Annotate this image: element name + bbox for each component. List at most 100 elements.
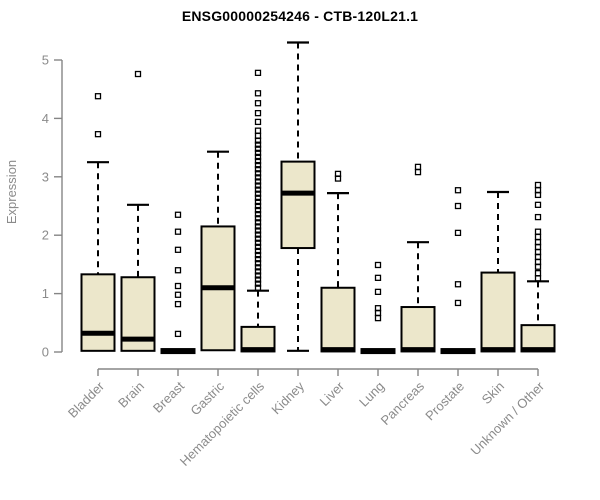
outlier-point — [454, 202, 462, 210]
outlier-point — [254, 127, 262, 134]
x-tick-label-skin: Skin — [479, 379, 507, 407]
outlier-point — [254, 182, 262, 189]
box-brain — [120, 70, 156, 352]
outlier-point — [254, 264, 262, 271]
x-tick-label-kidney: Kidney — [268, 378, 307, 417]
y-tick-label: 2 — [42, 228, 49, 243]
x-tick-label-brain: Brain — [115, 379, 147, 411]
x-tick-label-lung: Lung — [356, 379, 387, 410]
outlier-point — [454, 281, 462, 288]
outlier-point — [254, 255, 262, 263]
outlier-point — [254, 69, 262, 76]
box-hematopoietic-cells — [240, 69, 276, 353]
outlier-point — [534, 270, 542, 277]
x-tick-label-pancreas: Pancreas — [378, 378, 428, 428]
outlier-point — [254, 268, 262, 275]
box-gastric — [200, 150, 236, 352]
outlier-point — [454, 229, 462, 237]
outlier-point — [534, 201, 542, 208]
outlier-point — [174, 282, 182, 290]
y-tick-label: 5 — [42, 53, 49, 68]
outlier-point — [254, 149, 262, 157]
outlier-point — [254, 174, 262, 181]
outlier-point — [454, 299, 462, 307]
outlier-point — [254, 211, 262, 218]
outlier-point — [94, 93, 102, 100]
outlier-point — [174, 300, 182, 308]
outlier-point — [254, 186, 262, 193]
y-tick-label: 1 — [42, 286, 49, 301]
iqr-box — [480, 271, 516, 353]
outlier-point — [254, 276, 262, 283]
box-lung — [360, 261, 396, 355]
outlier-point — [254, 219, 262, 226]
y-axis: 0 1 2 3 4 5 Expression — [4, 53, 63, 360]
outlier-point — [534, 233, 542, 241]
box-prostate — [440, 187, 476, 355]
outlier-point — [254, 190, 262, 197]
outlier-point — [534, 181, 542, 189]
outlier-point — [254, 206, 262, 214]
box-unknown-other — [520, 181, 556, 353]
outlier-point — [534, 213, 542, 221]
outlier-point — [254, 272, 262, 279]
outlier-point — [254, 100, 262, 107]
iqr-box — [400, 306, 436, 353]
x-tick-label-unknown-other: Unknown / Other — [468, 378, 548, 458]
outlier-point — [94, 131, 102, 138]
outlier-point — [414, 168, 422, 176]
outlier-point — [374, 274, 382, 281]
outlier-point — [174, 291, 182, 298]
outlier-point — [174, 267, 182, 274]
outlier-point — [414, 163, 422, 171]
box-skin — [480, 190, 516, 353]
outlier-point — [374, 288, 382, 295]
outlier-point — [254, 109, 262, 117]
outlier-point — [254, 194, 262, 201]
outlier-point — [254, 161, 262, 169]
outlier-point — [254, 239, 262, 246]
y-axis-label: Expression — [4, 160, 19, 224]
outlier-point — [254, 90, 262, 97]
outlier-point — [534, 228, 542, 235]
box-bladder — [80, 93, 116, 352]
outlier-point — [254, 243, 262, 251]
x-tick-label-prostate: Prostate — [422, 379, 467, 424]
outlier-point — [374, 305, 382, 312]
outlier-point — [254, 118, 262, 126]
outlier-point — [254, 231, 262, 238]
box-pancreas — [400, 163, 436, 353]
y-tick-label: 4 — [42, 111, 49, 126]
box-kidney — [280, 41, 316, 352]
outlier-point — [454, 187, 462, 194]
outlier-point — [254, 157, 262, 165]
outlier-point — [174, 211, 182, 218]
y-tick-label: 0 — [42, 345, 49, 360]
x-tick-label-bladder: Bladder — [65, 378, 108, 421]
outlier-point — [374, 261, 382, 269]
outlier-point — [534, 275, 542, 282]
outlier-point — [254, 198, 262, 206]
outlier-point — [254, 260, 262, 267]
outlier-point — [254, 141, 262, 148]
outlier-point — [254, 247, 262, 255]
outlier-point — [254, 223, 262, 230]
outlier-point — [254, 170, 262, 177]
outlier-point — [254, 215, 262, 222]
outlier-point — [174, 330, 182, 338]
outlier-point — [254, 202, 262, 210]
outlier-point — [174, 246, 182, 253]
iqr-box — [80, 273, 116, 352]
outlier-point — [374, 314, 382, 322]
chart-title: ENSG00000254246 - CTB-120L21.1 — [181, 8, 419, 24]
outlier-point — [254, 251, 262, 259]
box-breast — [160, 211, 196, 355]
outlier-point — [254, 284, 262, 291]
outlier-point — [174, 228, 182, 235]
box-liver — [320, 170, 356, 353]
iqr-box — [280, 160, 316, 250]
y-tick-label: 3 — [42, 169, 49, 184]
x-tick-label-breast: Breast — [150, 378, 187, 415]
